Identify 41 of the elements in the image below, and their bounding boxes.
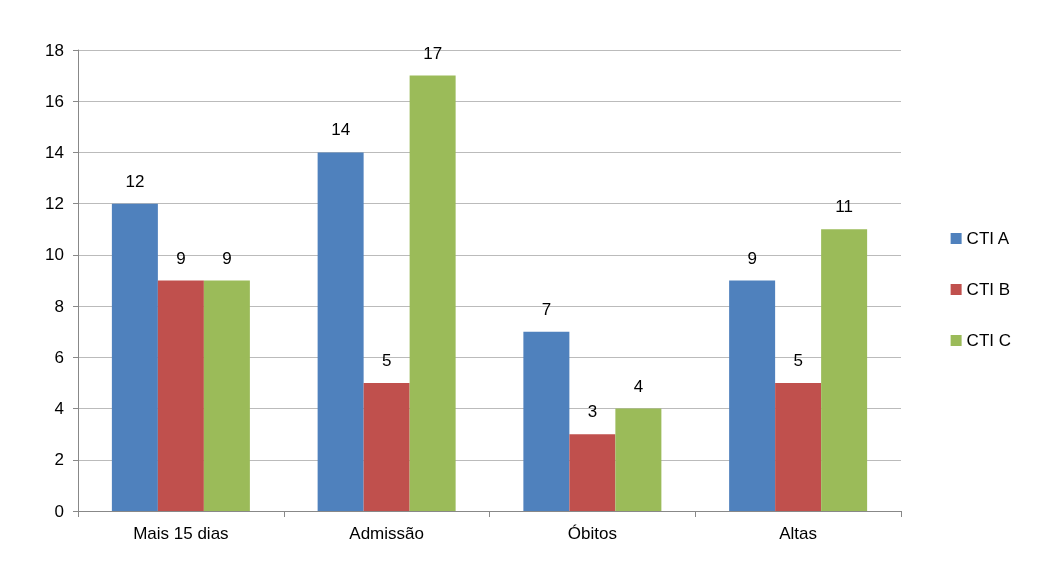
bar (615, 408, 662, 511)
data-label: 14 (331, 120, 351, 140)
data-label: 4 (633, 376, 644, 396)
x-tick-label: Admissão (349, 524, 424, 543)
data-label: 11 (835, 197, 853, 217)
y-tick-label: 2 (54, 450, 64, 470)
bar (821, 229, 868, 511)
y-tick-label: 6 (54, 347, 64, 367)
legend-label: CTI A (966, 229, 1010, 248)
bar (775, 382, 822, 511)
bar (409, 75, 456, 511)
data-label: 3 (587, 402, 598, 422)
legend-label: CTI B (966, 280, 1011, 299)
y-tick-label: 18 (45, 40, 64, 60)
y-tick-label: 10 (45, 245, 64, 265)
bar (111, 203, 158, 511)
x-tick-label: Óbitos (567, 524, 617, 543)
bar (569, 434, 616, 511)
data-label: 5 (381, 350, 392, 370)
data-label: 9 (222, 248, 232, 268)
data-label: 17 (423, 43, 443, 63)
data-label: 9 (176, 248, 186, 268)
bar (317, 152, 364, 511)
y-tick-label: 0 (54, 501, 64, 521)
x-tick-label: Altas (779, 524, 818, 543)
bar (203, 280, 250, 511)
y-tick-label: 8 (54, 296, 64, 316)
bar (523, 331, 570, 511)
data-label: 12 (125, 171, 145, 191)
legend-label: CTI C (966, 331, 1012, 350)
data-label: 7 (541, 299, 552, 319)
y-tick-label: 14 (45, 142, 64, 162)
bar (729, 280, 776, 511)
data-label: 5 (793, 350, 803, 370)
x-tick-label: Mais 15 dias (133, 524, 229, 543)
data-label: 9 (747, 248, 757, 268)
y-tick-label: 12 (45, 194, 64, 214)
y-tick-label: 16 (45, 91, 64, 111)
bar (363, 382, 410, 511)
bar (157, 280, 204, 511)
y-tick-label: 4 (54, 399, 64, 419)
